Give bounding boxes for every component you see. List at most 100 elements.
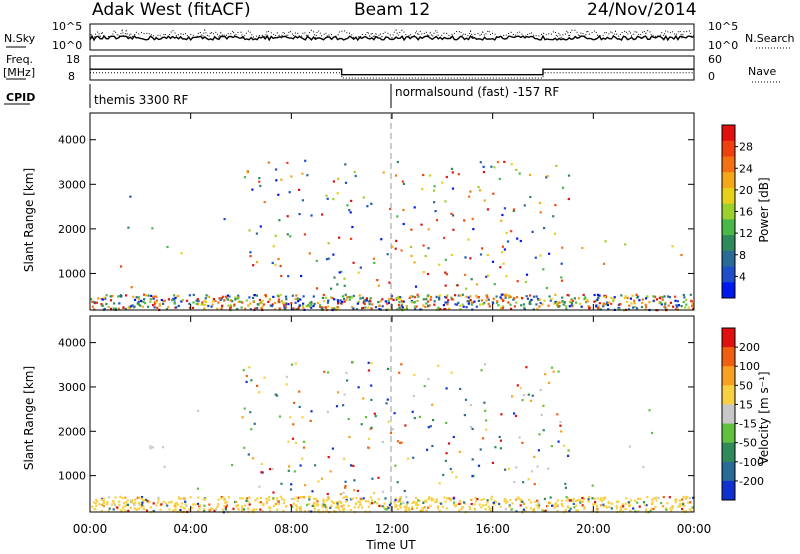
range-cell bbox=[568, 509, 571, 513]
range-cell bbox=[637, 510, 640, 513]
range-cell bbox=[141, 305, 144, 308]
range-cell bbox=[339, 302, 342, 305]
station-title: Adak West (fitACF) bbox=[92, 0, 251, 20]
range-cell bbox=[142, 505, 145, 508]
range-cell bbox=[462, 305, 465, 308]
range-cell bbox=[406, 501, 409, 504]
range-cell bbox=[362, 306, 365, 309]
range-cell bbox=[469, 404, 472, 407]
range-cell bbox=[185, 504, 188, 507]
range-cell bbox=[484, 409, 487, 412]
range-cell bbox=[131, 499, 134, 502]
range-cell bbox=[351, 360, 354, 364]
colorbar-tick-label: 15 bbox=[739, 398, 753, 411]
range-cell bbox=[226, 294, 229, 297]
range-cell bbox=[471, 217, 474, 220]
range-cell bbox=[564, 482, 567, 485]
range-cell bbox=[661, 298, 664, 301]
range-cell bbox=[364, 416, 368, 419]
range-cell bbox=[502, 299, 505, 302]
range-cell bbox=[290, 175, 293, 178]
range-cell bbox=[330, 287, 333, 290]
range-cell bbox=[458, 502, 461, 505]
range-cell bbox=[429, 295, 433, 299]
range-cell bbox=[295, 508, 298, 511]
range-cell bbox=[230, 304, 233, 307]
range-cell bbox=[219, 298, 222, 301]
range-cell bbox=[596, 293, 600, 296]
range-cell bbox=[112, 508, 115, 511]
range-cell bbox=[368, 303, 371, 306]
range-cell bbox=[112, 499, 115, 503]
range-cell bbox=[256, 307, 259, 310]
range-cell bbox=[487, 505, 490, 508]
range-cell bbox=[577, 297, 580, 300]
range-cell bbox=[297, 300, 300, 303]
range-cell bbox=[145, 509, 149, 512]
range-cell bbox=[321, 213, 324, 216]
nsearch-trace bbox=[89, 28, 695, 40]
range-cell bbox=[339, 501, 342, 504]
range-cell bbox=[252, 508, 255, 511]
range-cell bbox=[289, 416, 292, 419]
range-cell bbox=[367, 446, 370, 449]
range-cell bbox=[619, 509, 622, 512]
range-cell bbox=[258, 298, 261, 302]
range-cell bbox=[568, 499, 571, 502]
range-cell bbox=[102, 500, 105, 503]
range-cell bbox=[463, 414, 466, 417]
range-cell bbox=[274, 393, 277, 396]
range-cell bbox=[109, 299, 113, 302]
range-cell bbox=[301, 172, 304, 175]
range-cell bbox=[399, 296, 402, 299]
range-cell bbox=[342, 295, 345, 298]
range-cell bbox=[299, 496, 302, 499]
range-cell bbox=[366, 205, 369, 208]
range-cell bbox=[331, 447, 334, 450]
range-cell bbox=[274, 502, 277, 506]
range-cell bbox=[578, 499, 581, 502]
range-cell bbox=[588, 307, 591, 310]
range-cell bbox=[224, 506, 228, 509]
range-cell bbox=[427, 300, 430, 303]
range-cell bbox=[681, 503, 685, 506]
range-cell bbox=[275, 168, 278, 171]
range-cell bbox=[604, 505, 607, 508]
range-cell bbox=[537, 501, 540, 505]
range-cell bbox=[444, 308, 447, 311]
range-cell bbox=[451, 171, 454, 174]
range-cell bbox=[319, 305, 322, 309]
range-cell bbox=[117, 295, 120, 298]
range-cell bbox=[296, 297, 299, 300]
range-cell bbox=[608, 505, 611, 508]
range-cell bbox=[272, 245, 275, 248]
range-cell bbox=[118, 503, 121, 506]
range-cell bbox=[196, 303, 200, 306]
range-cell bbox=[465, 295, 468, 298]
range-cell bbox=[607, 301, 610, 304]
range-cell bbox=[310, 300, 313, 304]
range-cell bbox=[539, 254, 542, 257]
range-cell bbox=[255, 294, 258, 297]
range-cell bbox=[630, 499, 633, 502]
range-cell bbox=[519, 498, 522, 501]
range-cell bbox=[428, 496, 431, 499]
range-cell bbox=[204, 297, 207, 300]
range-cell bbox=[326, 301, 329, 304]
range-cell bbox=[562, 186, 565, 189]
range-cell bbox=[634, 305, 637, 308]
range-cell bbox=[352, 261, 355, 264]
range-cell bbox=[455, 476, 458, 479]
range-cell bbox=[438, 502, 441, 505]
range-cell bbox=[298, 188, 301, 191]
colorbar-swatch bbox=[722, 125, 735, 142]
range-cell bbox=[525, 273, 529, 276]
range-cell bbox=[362, 196, 365, 199]
range-cell bbox=[234, 298, 237, 301]
nsky-strip: N.Sky 10^5 10^0 10^5 10^0 N.Search bbox=[4, 20, 795, 52]
range-cell bbox=[594, 502, 597, 505]
range-cell bbox=[483, 401, 486, 404]
range-cell bbox=[477, 296, 480, 299]
range-cell bbox=[314, 464, 317, 467]
